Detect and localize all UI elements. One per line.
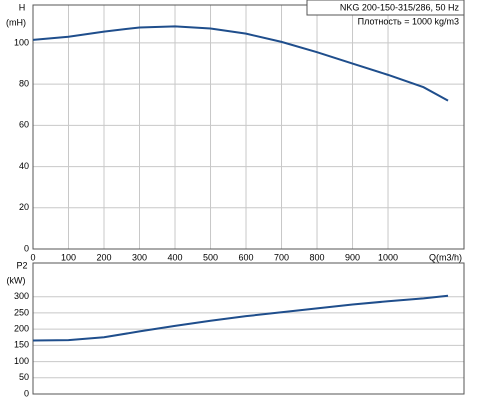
y-axis-label: P2: [16, 260, 27, 270]
y-tick-label: 250: [14, 307, 29, 317]
y-tick-label: 80: [19, 79, 29, 89]
x-tick-label: 1000: [378, 252, 398, 262]
y-axis-unit: (kW): [7, 275, 26, 285]
x-tick-label: 100: [61, 252, 76, 262]
plot-frame: [32, 4, 465, 250]
x-axis-label: Q(m3/h): [429, 252, 462, 262]
curve: [32, 25, 449, 102]
plot-frame: [32, 262, 465, 395]
annotation: Плотность = 1000 kg/m3: [358, 16, 459, 26]
y-tick-label: 60: [19, 120, 29, 130]
y-tick-label: 0: [24, 388, 29, 398]
y-tick-label: 100: [14, 37, 29, 47]
x-tick-label: 400: [167, 252, 182, 262]
y-tick-label: 40: [19, 161, 29, 171]
y-tick-label: 100: [14, 356, 29, 366]
curve: [32, 294, 449, 342]
x-tick-label: 500: [203, 252, 218, 262]
y-tick-label: 20: [19, 202, 29, 212]
y-tick-label: 150: [14, 340, 29, 350]
x-tick-label: 0: [30, 252, 35, 262]
y-tick-label: 50: [19, 372, 29, 382]
y-tick-label: 200: [14, 324, 29, 334]
x-tick-label: 200: [96, 252, 111, 262]
annotation-box: [306, 0, 465, 16]
y-tick-label: 300: [14, 291, 29, 301]
x-tick-label: 900: [345, 252, 360, 262]
x-tick-label: 600: [238, 252, 253, 262]
y-axis-unit: (mH): [6, 17, 26, 27]
x-tick-label: 800: [310, 252, 325, 262]
y-tick-label: 0: [24, 243, 29, 253]
x-tick-label: 300: [132, 252, 147, 262]
x-tick-label: 700: [274, 252, 289, 262]
y-axis-label: H: [19, 2, 26, 12]
annotation: NKG 200-150-315/286, 50 Hz: [340, 2, 460, 12]
